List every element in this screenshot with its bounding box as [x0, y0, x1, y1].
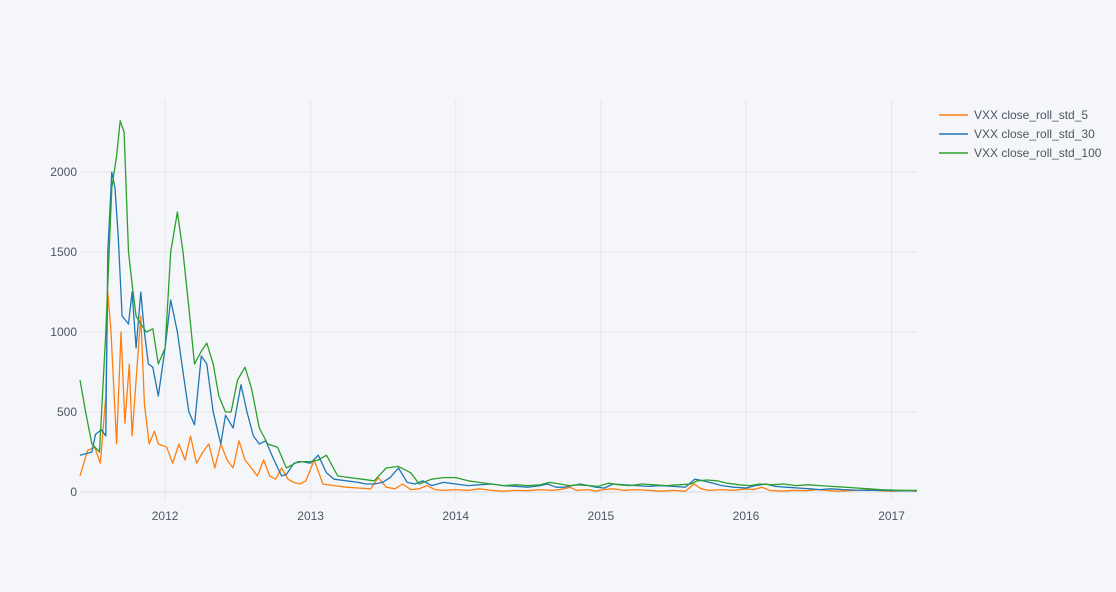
legend-item[interactable]: VXX close_roll_std_30: [939, 127, 1095, 141]
y-axis-tick-labels: 0 500 1000 1500 2000: [50, 165, 77, 499]
x-tick-label: 2013: [297, 509, 324, 523]
plot-background: [80, 100, 917, 500]
y-tick-label: 2000: [50, 165, 77, 179]
x-tick-label: 2014: [442, 509, 469, 523]
legend-label: VXX close_roll_std_30: [974, 127, 1095, 141]
y-gridlines: [80, 171, 917, 493]
x-axis-tick-labels: 2012 2013 2014 2015 2016 2017: [152, 509, 905, 523]
y-tick-label: 500: [57, 405, 77, 419]
legend-label: VXX close_roll_std_100: [974, 146, 1102, 160]
legend-item[interactable]: VXX close_roll_std_5: [939, 108, 1088, 122]
x-tick-label: 2015: [588, 509, 615, 523]
y-tick-label: 1000: [50, 325, 77, 339]
y-tick-label: 0: [70, 485, 77, 499]
legend-item[interactable]: VXX close_roll_std_100: [939, 146, 1102, 160]
x-tick-label: 2012: [152, 509, 179, 523]
series-line-1: [79, 291, 918, 492]
y-tick-label: 1500: [50, 245, 77, 259]
x-tick-label: 2016: [733, 509, 760, 523]
legend-label: VXX close_roll_std_5: [974, 108, 1088, 122]
x-tick-label: 2017: [878, 509, 905, 523]
x-gridlines: [164, 100, 893, 500]
series-layer: [79, 120, 918, 492]
legend[interactable]: VXX close_roll_std_5 VXX close_roll_std_3…: [939, 108, 1102, 160]
series-line-3: [79, 120, 917, 492]
series-line-2: [79, 171, 917, 492]
